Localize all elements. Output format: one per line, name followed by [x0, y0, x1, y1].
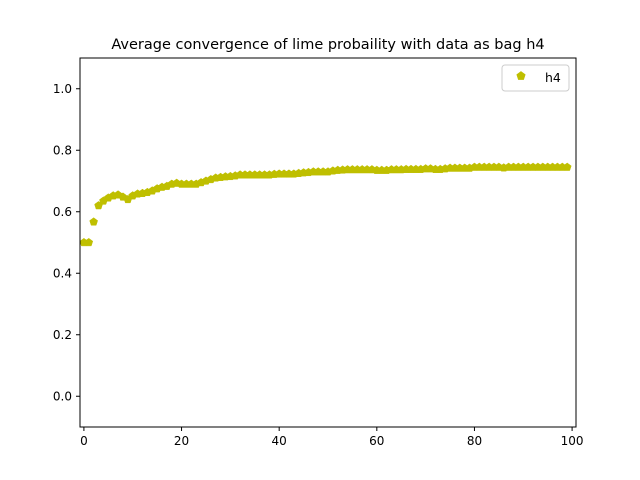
data-point: [562, 162, 572, 171]
x-tick-label: 80: [467, 434, 482, 448]
chart-title: Average convergence of lime probaility w…: [111, 37, 544, 53]
data-point: [89, 217, 98, 226]
y-tick-label: 1.0: [53, 82, 72, 96]
legend-marker-h4: [516, 71, 526, 80]
y-tick-label: 0.6: [53, 205, 72, 219]
legend-box: [501, 64, 570, 92]
x-tick-label: 40: [272, 434, 287, 448]
y-axis-ticks: 0.0 0.2 0.4 0.6 0.8 1.0: [53, 82, 80, 403]
x-tick-label: 100: [561, 434, 584, 448]
y-tick-label: 0.0: [53, 389, 72, 403]
plot-area: [80, 58, 576, 427]
x-tick-label: 20: [174, 434, 189, 448]
x-tick-label: 0: [80, 434, 88, 448]
x-axis-ticks: 0 20 40 60 80 100: [80, 427, 584, 448]
legend: h4: [501, 64, 570, 92]
y-tick-label: 0.8: [53, 143, 72, 157]
y-tick-label: 0.4: [53, 266, 72, 280]
legend-label-h4: h4: [545, 70, 561, 85]
plot-frame: [79, 57, 577, 428]
data-point: [84, 237, 94, 247]
y-tick-label: 0.2: [53, 328, 72, 342]
data-points: [79, 162, 572, 247]
x-tick-label: 60: [369, 434, 384, 448]
